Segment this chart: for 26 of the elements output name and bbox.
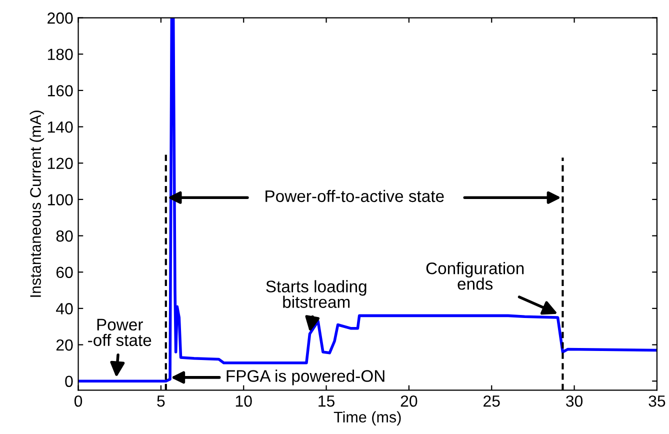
x-tick-label: 20 bbox=[400, 395, 418, 407]
y-axis-title: Instantaneous Current (mA) bbox=[30, 110, 44, 297]
y-tick-label: 60 bbox=[56, 266, 73, 278]
y-tick-label: 80 bbox=[56, 230, 73, 242]
x-tick-label: 35 bbox=[648, 395, 666, 407]
y-tick-label: 0 bbox=[65, 376, 73, 388]
annotation: FPGA is powered-ON bbox=[226, 370, 384, 386]
annotation: Power -off state bbox=[88, 318, 152, 346]
annotation: Configuration ends bbox=[426, 262, 524, 290]
y-tick-label: 160 bbox=[48, 85, 73, 96]
y-tick-label: 200 bbox=[48, 12, 73, 24]
y-tick-label: 40 bbox=[56, 303, 73, 314]
y-tick-label: 180 bbox=[48, 48, 73, 60]
y-tick-label: 120 bbox=[48, 158, 73, 170]
x-tick-label: 25 bbox=[484, 395, 500, 407]
y-tick-label: 20 bbox=[56, 339, 73, 351]
x-tick-label: 15 bbox=[318, 396, 334, 407]
x-axis-title: Time (ms) bbox=[334, 411, 401, 426]
y-tick-label: 140 bbox=[48, 121, 73, 133]
x-tick-label: 0 bbox=[74, 395, 82, 407]
x-tick-label: 10 bbox=[236, 395, 252, 407]
annotation: Starts loading bitstream bbox=[266, 280, 366, 308]
x-tick-label: 30 bbox=[566, 395, 583, 407]
y-tick-label: 100 bbox=[48, 194, 73, 206]
annotation: Power-off-to-active state bbox=[266, 190, 444, 202]
x-tick-label: 5 bbox=[157, 396, 165, 407]
